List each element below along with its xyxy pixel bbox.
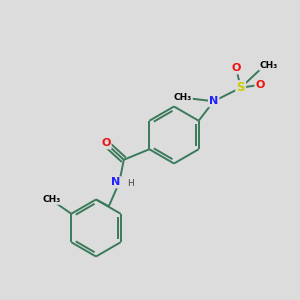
Text: S: S — [236, 81, 245, 94]
Text: N: N — [209, 96, 218, 106]
Text: CH₃: CH₃ — [174, 93, 192, 102]
Text: CH₃: CH₃ — [260, 61, 278, 70]
Text: H: H — [127, 179, 134, 188]
Text: CH₃: CH₃ — [43, 195, 61, 204]
Text: O: O — [232, 63, 241, 73]
Text: O: O — [101, 138, 110, 148]
Text: N: N — [111, 177, 120, 187]
Text: O: O — [256, 80, 265, 90]
